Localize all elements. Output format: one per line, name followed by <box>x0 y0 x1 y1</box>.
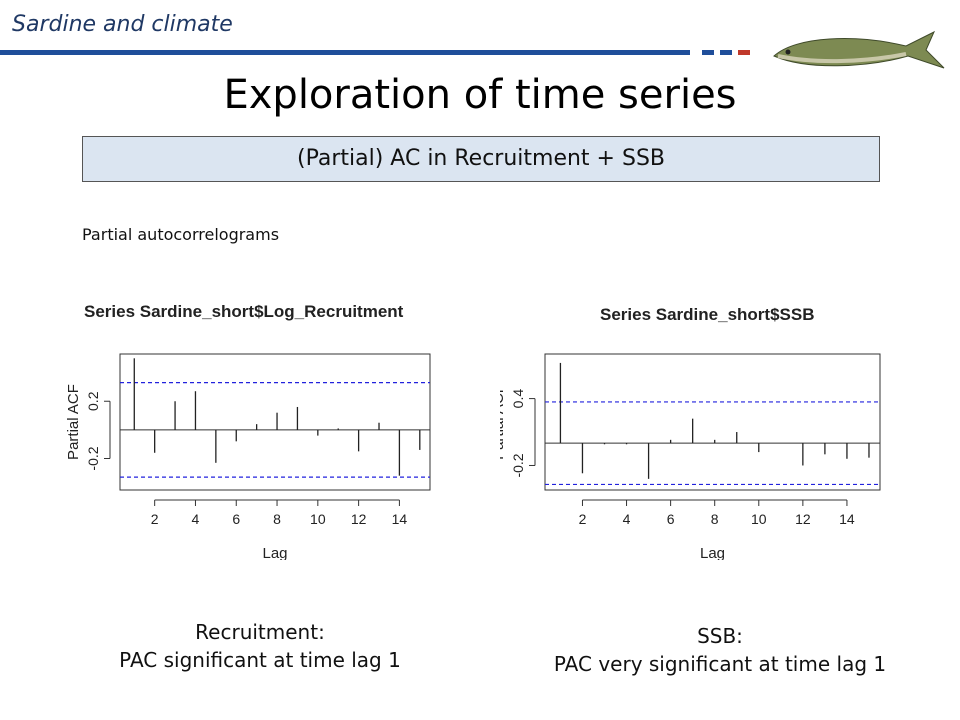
header-dash-1 <box>702 50 714 55</box>
x-tick-label: 4 <box>623 511 631 527</box>
x-tick-label: 4 <box>192 511 200 527</box>
x-tick-label: 12 <box>795 511 811 527</box>
x-tick-label: 8 <box>273 511 281 527</box>
plot-frame <box>544 353 881 491</box>
caption-recruitment-line2: PAC significant at time lag 1 <box>119 648 401 672</box>
section-label: Partial autocorrelograms <box>82 225 280 244</box>
chart-title: Series Sardine_short$SSB <box>600 305 814 324</box>
header-dash-2 <box>720 50 732 55</box>
x-tick-label: 8 <box>711 511 719 527</box>
x-tick-label: 6 <box>667 511 675 527</box>
y-tick-label: -0.2 <box>510 453 526 477</box>
pacf-chart-ssb: Series Sardine_short$SSB 2 4 6 8 10 12 14 Lag -0.… <box>500 290 900 560</box>
plot-frame <box>119 353 431 491</box>
y-tick-label: -0.2 <box>85 446 101 470</box>
subtitle-box: (Partial) AC in Recruitment + SSB <box>82 136 880 182</box>
y-axis-label: Partial ACF <box>65 384 82 460</box>
x-tick-label: 2 <box>151 511 159 527</box>
header-rule <box>0 50 690 55</box>
x-tick-label: 2 <box>579 511 587 527</box>
y-tick-label: 0.4 <box>510 389 526 409</box>
caption-recruitment-line1: Recruitment: <box>195 620 325 644</box>
y-axis-label: Partial ACF <box>500 384 507 460</box>
x-tick-label: 12 <box>351 511 367 527</box>
chart-title: Series Sardine_short$Log_Recruitment <box>84 302 404 321</box>
header-dash-3 <box>738 50 750 55</box>
y-tick-label: 0.2 <box>85 391 101 411</box>
caption-ssb: SSB: PAC very significant at time lag 1 <box>520 622 920 678</box>
pacf-chart-recruitment-svg: Series Sardine_short$Log_Recruitment 2 4 6 8… <box>65 302 431 560</box>
x-tick-label: 14 <box>392 511 408 527</box>
caption-ssb-line2: PAC very significant at time lag 1 <box>553 652 887 676</box>
x-tick-label: 10 <box>751 511 767 527</box>
x-tick-label: 10 <box>310 511 326 527</box>
pacf-chart-ssb-svg: Series Sardine_short$SSB 2 4 6 8 10 12 14 Lag -0.… <box>500 305 881 560</box>
page-title: Exploration of time series <box>223 72 737 118</box>
caption-recruitment: Recruitment: PAC significant at time lag… <box>80 618 440 674</box>
x-axis-label: Lag <box>262 545 287 560</box>
x-axis-label: Lag <box>700 545 725 560</box>
caption-ssb-line1: SSB: <box>697 624 743 648</box>
x-tick-label: 14 <box>839 511 855 527</box>
slide-header: Sardine and climate <box>12 12 233 37</box>
pacf-chart-recruitment: Series Sardine_short$Log_Recruitment 2 4 6 8… <box>40 290 480 560</box>
x-tick-label: 6 <box>232 511 240 527</box>
sardine-fish-icon <box>773 30 945 69</box>
